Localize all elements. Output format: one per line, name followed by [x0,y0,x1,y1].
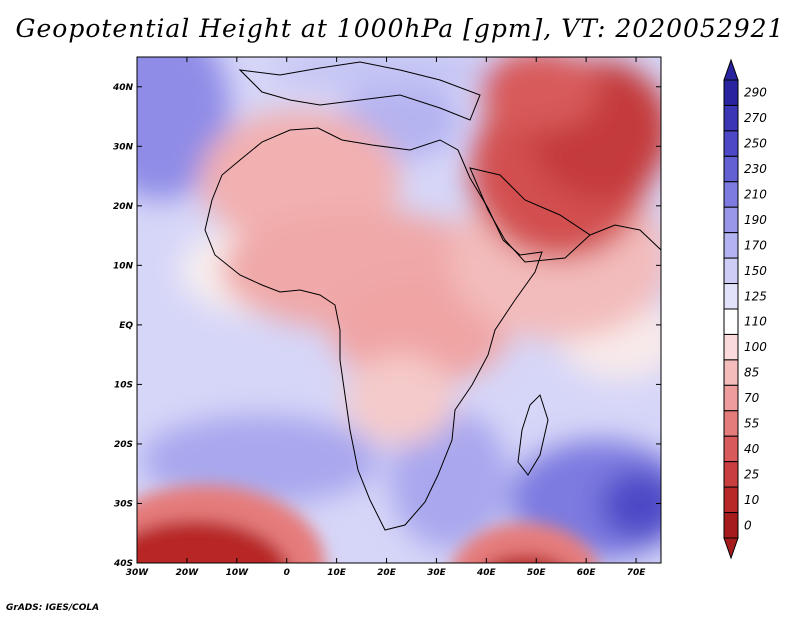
lon-label: 30E [427,568,447,578]
lat-label: 10N [113,261,134,271]
colorbar-label: 100 [744,340,767,354]
lon-label: 0 [284,568,290,578]
colorbar-segment [723,512,739,539]
colorbar-segment [723,461,739,488]
colorbar-segment [723,435,739,463]
colorbar-segment [723,410,739,437]
chart-title: Geopotential Height at 1000hPa [gpm], VT… [15,14,785,43]
colorbar-segment [723,232,739,259]
europe-coastline [238,61,481,121]
colorbar-segment [723,359,739,386]
colorbar-segment [723,130,739,157]
colorbar-segment [723,104,739,132]
lon-label: 20W [176,568,200,578]
height-field [137,57,661,563]
colorbar-label: 10 [744,493,760,507]
colorbar-label: 0 [744,518,752,532]
colorbar-label: 270 [744,111,767,125]
lon-label: 50E [527,568,547,578]
grads-credit: GrADS: IGES/COLA [6,603,100,613]
colorbar-segment [723,333,739,361]
lat-label: 10S [114,380,133,390]
colorbar-label: 70 [744,391,760,405]
lat-label: 40N [112,83,134,93]
asia-coastline [589,224,661,251]
lon-label: 30W [126,568,150,578]
lat-label: 40S [113,559,133,569]
lat-label: EQ [119,321,133,331]
colorbar-label: 190 [744,213,767,227]
lat-label: 30N [113,142,134,152]
lon-label: 70E [627,568,647,578]
colorbar-label: 290 [744,86,767,100]
lat-label: 30S [114,499,133,509]
colorbar-label: 40 [744,442,760,456]
lat-label: 20S [114,440,133,450]
colorbar-segment [723,206,739,234]
colorbar-segment [723,384,739,412]
colorbar-label: 150 [744,264,767,278]
coastlines [204,61,661,531]
colorbar-bottom-arrow [723,537,739,560]
colorbar-label: 25 [744,467,759,481]
africa-coastline [204,127,543,531]
colorbar-label: 210 [744,188,767,202]
colorbar-top-arrow [723,58,739,81]
colorbar-label: 170 [744,238,767,252]
colorbar-segment [723,486,739,514]
colorbar-label: 250 [744,137,767,151]
colorbar-segment [723,181,739,208]
plot-frame [136,56,662,564]
colorbar-label: 110 [744,315,767,329]
lon-label: 20E [377,568,397,578]
arabia-coastline [469,167,591,263]
colorbar-segment [723,79,739,106]
madagascar-coastline [517,394,549,476]
colorbar-label: 125 [744,289,767,303]
lon-label: 60E [577,568,597,578]
colorbar-segment [723,283,739,310]
colorbar-label: 230 [744,162,767,176]
colorbar-segment [723,155,739,183]
latitude-ticks: 40N 30N 20N 10N EQ 10S 20S 30S 40S [112,83,661,569]
colorbar-label: 85 [744,366,759,380]
colorbar-label: 55 [744,417,759,431]
colorbar-segment [723,308,739,335]
lat-label: 20N [113,202,134,212]
lon-label: 10W [226,568,250,578]
colorbar-segment [723,257,739,285]
colorbar: 2902702502302101901701501251101008570554… [723,58,767,560]
longitude-ticks: 30W 20W 10W 0 10E 20E 30E 40E 50E 60E 70E [126,57,646,578]
lon-label: 10E [327,568,347,578]
lon-label: 40E [476,568,497,578]
